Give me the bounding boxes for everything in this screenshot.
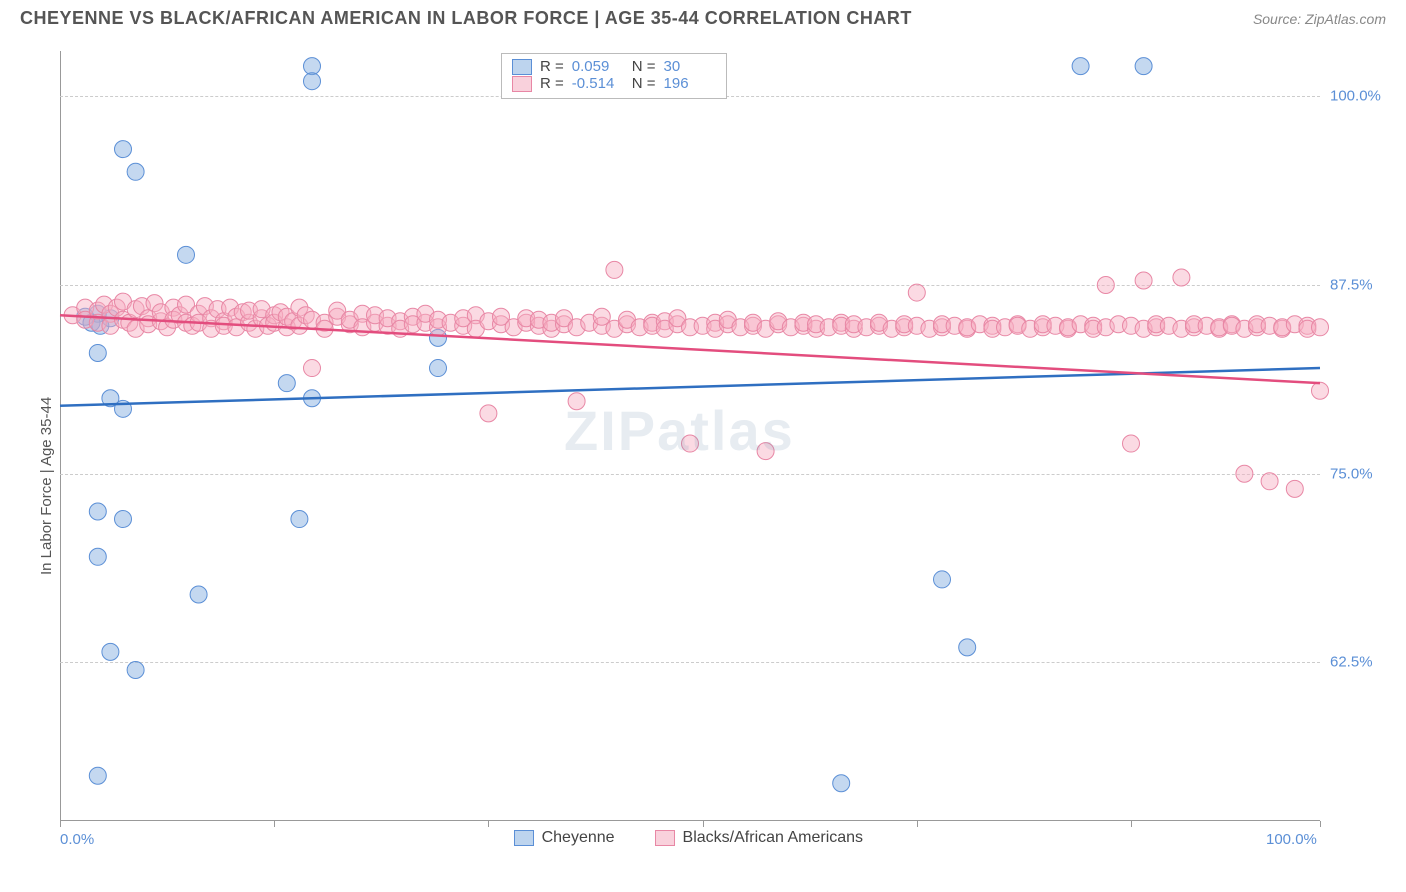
data-point bbox=[1236, 465, 1253, 482]
data-point bbox=[833, 775, 850, 792]
x-tick bbox=[917, 821, 918, 827]
x-tick bbox=[703, 821, 704, 827]
legend-item-1: Blacks/African Americans bbox=[655, 829, 864, 847]
chart-title: CHEYENNE VS BLACK/AFRICAN AMERICAN IN LA… bbox=[20, 8, 912, 29]
data-point bbox=[1286, 480, 1303, 497]
y-axis-label: In Labor Force | Age 35-44 bbox=[38, 396, 55, 574]
data-point bbox=[1135, 58, 1152, 75]
data-point bbox=[89, 344, 106, 361]
y-tick-label: 62.5% bbox=[1330, 654, 1373, 671]
x-tick bbox=[274, 821, 275, 827]
x-tick bbox=[488, 821, 489, 827]
stat-n-label: N = bbox=[632, 75, 656, 92]
data-point bbox=[102, 643, 119, 660]
x-axis-min-label: 0.0% bbox=[60, 831, 94, 848]
scatter-svg bbox=[60, 51, 1320, 821]
data-point bbox=[89, 503, 106, 520]
x-tick bbox=[60, 821, 61, 827]
y-tick-label: 100.0% bbox=[1330, 88, 1381, 105]
stat-n-label: N = bbox=[632, 58, 656, 75]
data-point bbox=[568, 393, 585, 410]
data-point bbox=[89, 767, 106, 784]
x-axis-max-label: 100.0% bbox=[1266, 831, 1317, 848]
data-point bbox=[1173, 269, 1190, 286]
data-point bbox=[178, 246, 195, 263]
chart-container: In Labor Force | Age 35-44 62.5% 75.0% 87.… bbox=[20, 41, 1386, 871]
data-point bbox=[89, 548, 106, 565]
stat-r-value-0: 0.059 bbox=[572, 58, 624, 75]
data-point bbox=[127, 163, 144, 180]
y-tick-label: 75.0% bbox=[1330, 465, 1373, 482]
stat-n-value-0: 30 bbox=[664, 58, 716, 75]
data-point bbox=[606, 261, 623, 278]
data-point bbox=[959, 639, 976, 656]
data-point bbox=[1312, 319, 1329, 336]
data-point bbox=[1123, 435, 1140, 452]
data-point bbox=[127, 662, 144, 679]
stat-r-value-1: -0.514 bbox=[572, 75, 624, 92]
data-point bbox=[1072, 58, 1089, 75]
legend-label-0: Cheyenne bbox=[542, 829, 615, 847]
data-point bbox=[304, 360, 321, 377]
data-point bbox=[593, 308, 610, 325]
correlation-stats-box: R = 0.059 N = 30 R = -0.514 N = 196 bbox=[501, 53, 727, 99]
data-point bbox=[190, 586, 207, 603]
data-point bbox=[1261, 473, 1278, 490]
data-point bbox=[934, 571, 951, 588]
data-point bbox=[757, 443, 774, 460]
data-point bbox=[304, 58, 321, 75]
chart-header: CHEYENNE VS BLACK/AFRICAN AMERICAN IN LA… bbox=[0, 0, 1406, 33]
source-attribution: Source: ZipAtlas.com bbox=[1253, 11, 1386, 27]
swatch-blue-icon bbox=[514, 830, 534, 846]
swatch-pink-icon bbox=[655, 830, 675, 846]
legend-label-1: Blacks/African Americans bbox=[683, 829, 864, 847]
stat-r-label: R = bbox=[540, 58, 564, 75]
data-point bbox=[682, 435, 699, 452]
data-point bbox=[291, 511, 308, 528]
data-point bbox=[430, 360, 447, 377]
swatch-blue-icon bbox=[512, 59, 532, 75]
stats-row-series-1: R = -0.514 N = 196 bbox=[512, 75, 716, 92]
data-point bbox=[115, 511, 132, 528]
data-point bbox=[304, 73, 321, 90]
data-point bbox=[1097, 277, 1114, 294]
data-point bbox=[1312, 382, 1329, 399]
stat-n-value-1: 196 bbox=[664, 75, 716, 92]
data-point bbox=[278, 375, 295, 392]
swatch-pink-icon bbox=[512, 76, 532, 92]
x-tick bbox=[1320, 821, 1321, 827]
legend-item-0: Cheyenne bbox=[514, 829, 615, 847]
legend-bottom: Cheyenne Blacks/African Americans bbox=[514, 829, 863, 847]
y-tick-label: 87.5% bbox=[1330, 277, 1373, 294]
stat-r-label: R = bbox=[540, 75, 564, 92]
data-point bbox=[480, 405, 497, 422]
data-point bbox=[115, 141, 132, 158]
stats-row-series-0: R = 0.059 N = 30 bbox=[512, 58, 716, 75]
x-tick bbox=[1131, 821, 1132, 827]
data-point bbox=[1135, 272, 1152, 289]
data-point bbox=[908, 284, 925, 301]
